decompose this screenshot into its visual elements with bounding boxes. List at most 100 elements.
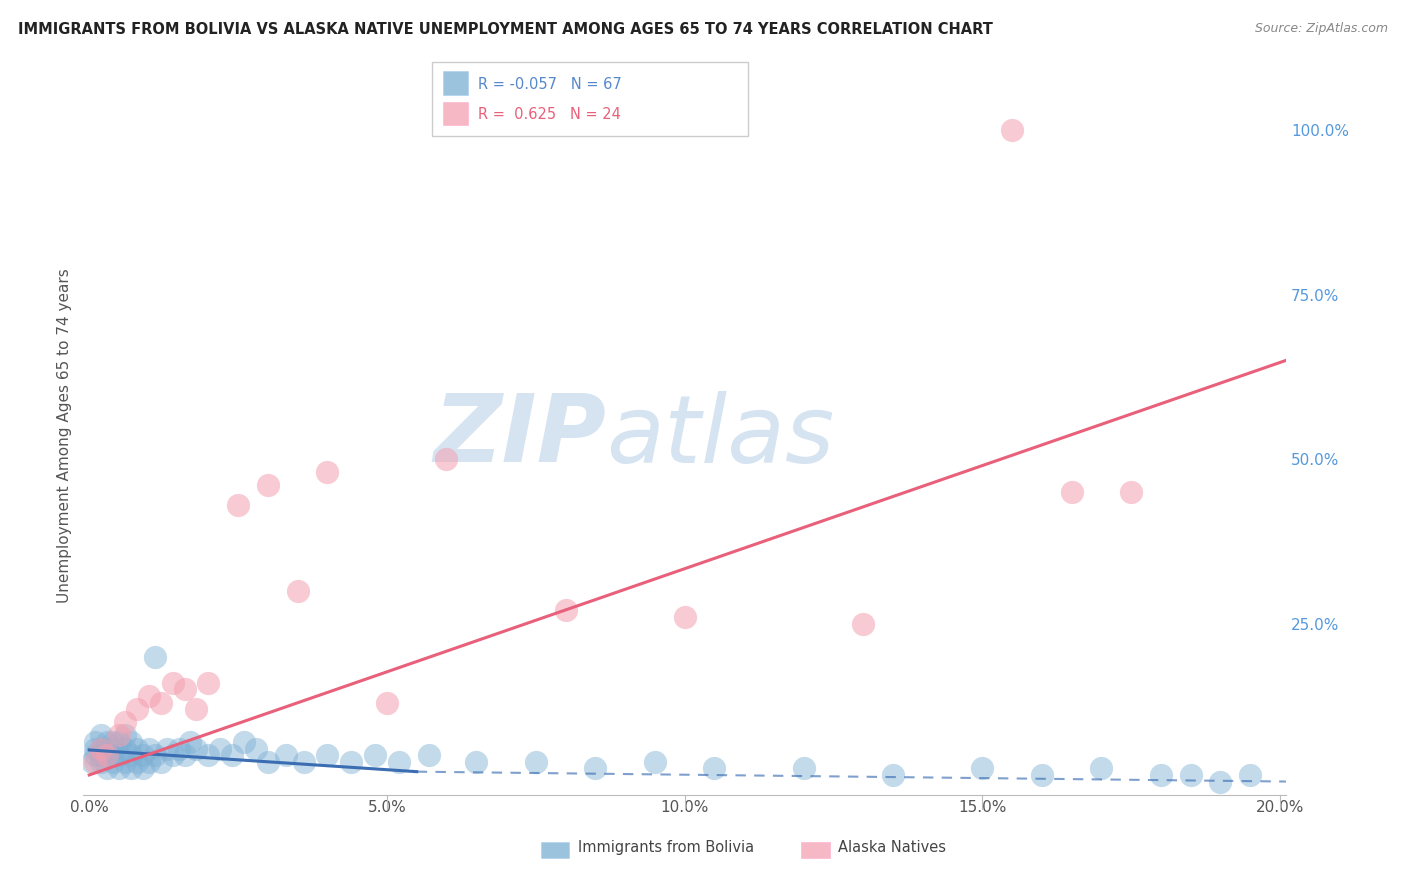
Point [149,696,172,710]
Point [132,748,155,763]
Point [1150,768,1173,782]
Point [197,676,219,690]
Point [120,761,142,775]
Point [1090,761,1112,775]
Point [340,755,363,769]
Point [90,755,112,769]
Point [226,498,249,512]
Point [1121,485,1143,500]
Y-axis label: Unemployment Among Ages 65 to 74 years: Unemployment Among Ages 65 to 74 years [58,268,72,604]
Point [156,741,179,756]
Point [167,741,190,756]
Point [524,755,547,769]
Point [673,610,696,624]
Point [1031,768,1053,782]
Text: IMMIGRANTS FROM BOLIVIA VS ALASKA NATIVE UNEMPLOYMENT AMONG AGES 65 TO 74 YEARS : IMMIGRANTS FROM BOLIVIA VS ALASKA NATIVE… [18,22,993,37]
Point [138,741,160,756]
Text: R = -0.057   N = 67: R = -0.057 N = 67 [478,77,621,92]
Point [274,748,297,763]
Point [120,735,142,749]
Point [583,761,606,775]
Point [108,761,131,775]
Point [554,603,576,617]
Point [436,452,458,467]
Point [292,755,315,769]
Point [84,741,107,756]
Point [388,755,411,769]
Point [162,748,184,763]
Point [162,676,184,690]
Point [96,748,118,763]
Point [82,755,104,769]
Point [149,755,172,769]
Point [173,748,195,763]
Point [245,741,267,756]
Point [465,755,488,769]
Point [173,682,195,697]
Point [143,748,166,763]
Point [90,729,112,743]
Point [84,748,107,763]
Point [703,761,725,775]
Point [257,478,280,492]
Text: R =  0.625   N = 24: R = 0.625 N = 24 [478,107,621,122]
Point [138,755,160,769]
Point [101,735,124,749]
Point [257,755,280,769]
Point [644,755,666,769]
Point [90,741,112,756]
Point [101,748,124,763]
Point [197,748,219,763]
Text: Source: ZipAtlas.com: Source: ZipAtlas.com [1254,22,1388,36]
Text: Immigrants from Bolivia: Immigrants from Bolivia [578,840,754,855]
Point [209,741,232,756]
Point [852,616,875,631]
Point [186,741,208,756]
Point [221,748,243,763]
Point [90,748,112,763]
Point [233,735,256,749]
Point [186,702,208,716]
Point [114,729,136,743]
Point [114,741,136,756]
Point [1001,123,1024,137]
Point [132,761,155,775]
Point [179,735,201,749]
Point [125,755,148,769]
Point [125,741,148,756]
Point [1209,774,1232,789]
Point [101,741,124,756]
Point [125,702,148,716]
Point [108,729,131,743]
Point [287,583,309,598]
Point [138,689,160,703]
Point [316,748,339,763]
Point [84,755,107,769]
Point [972,761,994,775]
Point [96,761,118,775]
Point [114,715,136,730]
Point [418,748,440,763]
Point [316,465,339,479]
Point [84,735,107,749]
Point [96,741,118,756]
Text: atlas: atlas [606,391,835,482]
Point [96,748,118,763]
Point [114,755,136,769]
Point [108,748,131,763]
Point [793,761,815,775]
Point [1180,768,1202,782]
Point [101,755,124,769]
Point [1239,768,1261,782]
Point [1060,485,1083,500]
Point [108,735,131,749]
Point [96,735,118,749]
Text: ZIP: ZIP [433,390,606,482]
Point [364,748,387,763]
Point [143,649,166,664]
Point [120,748,142,763]
Point [90,741,112,756]
Text: Alaska Natives: Alaska Natives [838,840,946,855]
Point [882,768,904,782]
Point [375,696,398,710]
